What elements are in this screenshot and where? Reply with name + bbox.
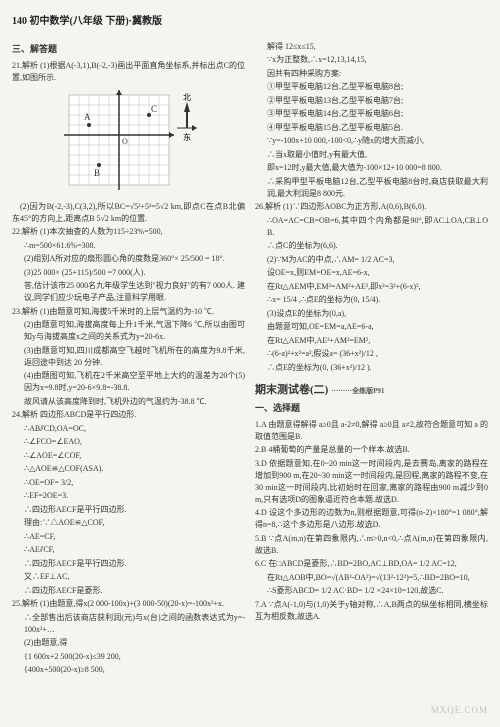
q24e: ∴OE=OF= 3/2, [12, 477, 245, 489]
q21b: (2)因为B(-2,-3),C(3,2),所以BC=√5²+5²=5√2 km,… [12, 201, 245, 225]
q24: 24.解析 四边形ABCD是平行四边形. [12, 409, 245, 421]
q21-text: 21.解析 (1)根据A(-3,1),B(-2,-3)画出平面直角坐标系,并标出… [12, 60, 245, 84]
watermark: MXQE.COM [431, 704, 488, 718]
test-subtitle: ·········全练版P91 [331, 387, 384, 395]
c4: 4.D 设这个多边形的边数为n,则根据题意,可得(n-2)×180°=1 080… [255, 507, 488, 531]
r1: 解得 12≤x≤15, [255, 41, 488, 53]
r4: ①甲型平板电脑12台,乙型平板电脑8台; [255, 81, 488, 93]
c3: 3.D 依据题意知,在0~20 min这一时间段内,是去赛岛,离家的路程在增加到… [255, 458, 488, 506]
r11: ∴采购甲型平板电脑12台,乙型平板电脑8台时,商店获取最大利润,最大利润是8 8… [255, 176, 488, 200]
c6b: ∴S菱形ABCD= 1/2 AC·BD= 1/2 ×24×10=120,故选C. [255, 585, 488, 597]
q24i: ∴AE=CF, [12, 531, 245, 543]
q22b: (2)组别A所对应的扇形圆心角的度数是360°× 25/500 = 18°. [12, 253, 245, 265]
q26: 26.解析 (1)∵四边形AOBC为正方形,A(0,6),B(6,0). [255, 201, 488, 213]
q23d: 故风请从该高度降到时,飞机外边的气温约为-38.8 ℃. [12, 396, 245, 408]
r10: 即x=12时,y最大值,最大值为-100×12+10 000=8 800. [255, 162, 488, 174]
r7: ④甲型平板电脑15台,乙型平板电脑5台. [255, 122, 488, 134]
q24d: ∴△AOE≌△COF(ASA). [12, 463, 245, 475]
q24j: ∴AE⫽CF, [12, 544, 245, 556]
test-title: 期末测试卷(二) ·········全练版P91 [255, 382, 488, 399]
q24a: ∴AB⫽CD,OA=OC, [12, 423, 245, 435]
q24b: ∴∠FCO=∠EAO, [12, 436, 245, 448]
test-title-text: 期末测试卷(二) [255, 384, 328, 396]
svg-text:C: C [151, 104, 157, 114]
c6a: 在Rt△AOB中,BO=√(AB²-OA²)=√(13²-12²)=5,∴BD=… [255, 572, 488, 584]
svg-text:北: 北 [183, 93, 191, 102]
q26j: ∴(6-a)²+x²=a²,假设a= (36+x²)/12 , [255, 348, 488, 360]
coordinate-grid: A B C O 北 东 [59, 90, 199, 195]
r9: ∴当x取最小值时,y有最大值, [255, 149, 488, 161]
q25c: {1 600x+2 500(20-x)≤39 200, [12, 651, 245, 663]
c7: 7.A ∵点A(-1,0)与(1,0)关于y轴对称,∴A,B两点的纵坐标相同,横… [255, 599, 488, 623]
q26c: (2)∵M为AC的中点,∴AM= 1/2 AC=3, [255, 254, 488, 266]
svg-text:A: A [84, 112, 91, 122]
r2: ∵x为正整数,∴x=12,13,14,15, [255, 54, 488, 66]
q24k: ∴四边形AECF是平行四边形. [12, 558, 245, 570]
q22: 22.解析 (1)本次抽查的人数为115÷23%=500, [12, 226, 245, 238]
q26b: ∴点C的坐标为(6,6). [255, 240, 488, 252]
r3: 因共有四种采购方案: [255, 68, 488, 80]
q26f: ∴x= 15/4 ,∴点E的坐标为(0, 15/4). [255, 294, 488, 306]
q24m: ∴四边形AECF是菱形. [12, 585, 245, 597]
q24h: 理由:∵△AOE≌△COF, [12, 517, 245, 529]
main-columns: 三、解答题 21.解析 (1)根据A(-3,1),B(-2,-3)画出平面直角坐… [12, 39, 488, 678]
q25b: (2)由题意,得 [12, 637, 245, 649]
c5: 5.B ∵点A(m,n)在第四象限内,∴m>0,n<0,∴点A(m,n)在第四象… [255, 533, 488, 557]
q26h: 由题意可知,OE=EM=a,AE=6-a, [255, 321, 488, 333]
q24l: 又∴EF⊥AC, [12, 571, 245, 583]
svg-text:B: B [94, 168, 100, 178]
section-title: 三、解答题 [12, 43, 245, 57]
left-column: 三、解答题 21.解析 (1)根据A(-3,1),B(-2,-3)画出平面直角坐… [12, 39, 245, 678]
choice-section: 一、选择题 [255, 402, 488, 416]
q24c: ∴∠AOE=∠COF, [12, 450, 245, 462]
q23: 23.解析 (1)由题意可知,海拔5千米时的上层气温约为-10 ℃. [12, 306, 245, 318]
q26i: 在Rt△AEM中,AE²+AM²=EM², [255, 335, 488, 347]
q22d: 答,估计该市25 000名九年级学生达到"视力良好"的有7 000人. 建议,同… [12, 280, 245, 304]
q23b: (3)由题意可知,四川成都高空飞越时飞机所在的高度为9.8千米,返回途中到达 2… [12, 345, 245, 369]
q22c: (3)25 000× (25+115)/500 =7 000(人). [12, 267, 245, 279]
q25a: ∴全部售出后该商店获利润(元)与x(台)之间的函数表达式为y=-100x²+… [12, 612, 245, 636]
svg-text:东: 东 [183, 132, 191, 142]
r8: ∵y=-100x+10 000,-100<0,∴y随x的增大而减小, [255, 135, 488, 147]
q26d: 设OE=x,则EM=OE=x,AE=6-x, [255, 267, 488, 279]
q25: 25.解析 (1)由题意,得x(2 000-100x)+(3 000-50)(2… [12, 598, 245, 610]
q25d: {400x+500(20-x)≥8 500, [12, 664, 245, 676]
q26a: ∴OA=AC=CB=OB=6,其中四个内角都是90°,即AC⊥OA,CB⊥OB. [255, 215, 488, 239]
c1: 1.A 由题意得解得 a≥0且 a-2≠0,解得 a≥0且 a≠2,故符合题意可… [255, 419, 488, 443]
q26e: 在Rt△AEM中,EM²=AM²+AE²,即x²=3²+(6-x)², [255, 281, 488, 293]
q23c: (4)由题图可知,飞机在2千米高空至平地上大约的温差为20个(5)因为x=9.8… [12, 370, 245, 394]
c6: 6.C 在□ABCD是菱形,∴BD=2BO,AC⊥BD,OA= 1/2 AC=1… [255, 558, 488, 570]
r5: ②甲型平板电脑13台,乙型平板电脑7台; [255, 95, 488, 107]
q22a: ∴m=500×61.6%=308. [12, 240, 245, 252]
page-header: 140 初中数学(八年级 下册)·冀教版 [12, 14, 488, 29]
q26k: ∴点E的坐标为(0, (36+x²)/12 ). [255, 362, 488, 374]
q24f: ∴EF=2OE=3. [12, 490, 245, 502]
q23a: (2)由题意可知,海拔高度每上升1千米,气温下降6 ℃,所以由图可知y与海拔高度… [12, 319, 245, 343]
q26g: (3)设点E的坐标为(0,a), [255, 308, 488, 320]
c2: 2.B 4桶葡萄的产量是总量的一个样本.故选B. [255, 444, 488, 456]
svg-text:O: O [122, 137, 128, 146]
right-column: 解得 12≤x≤15, ∵x为正整数,∴x=12,13,14,15, 因共有四种… [255, 39, 488, 678]
r6: ③甲型平板电脑14台,乙型平板电脑6台; [255, 108, 488, 120]
q24g: ∴四边形AECF是平行四边形. [12, 504, 245, 516]
